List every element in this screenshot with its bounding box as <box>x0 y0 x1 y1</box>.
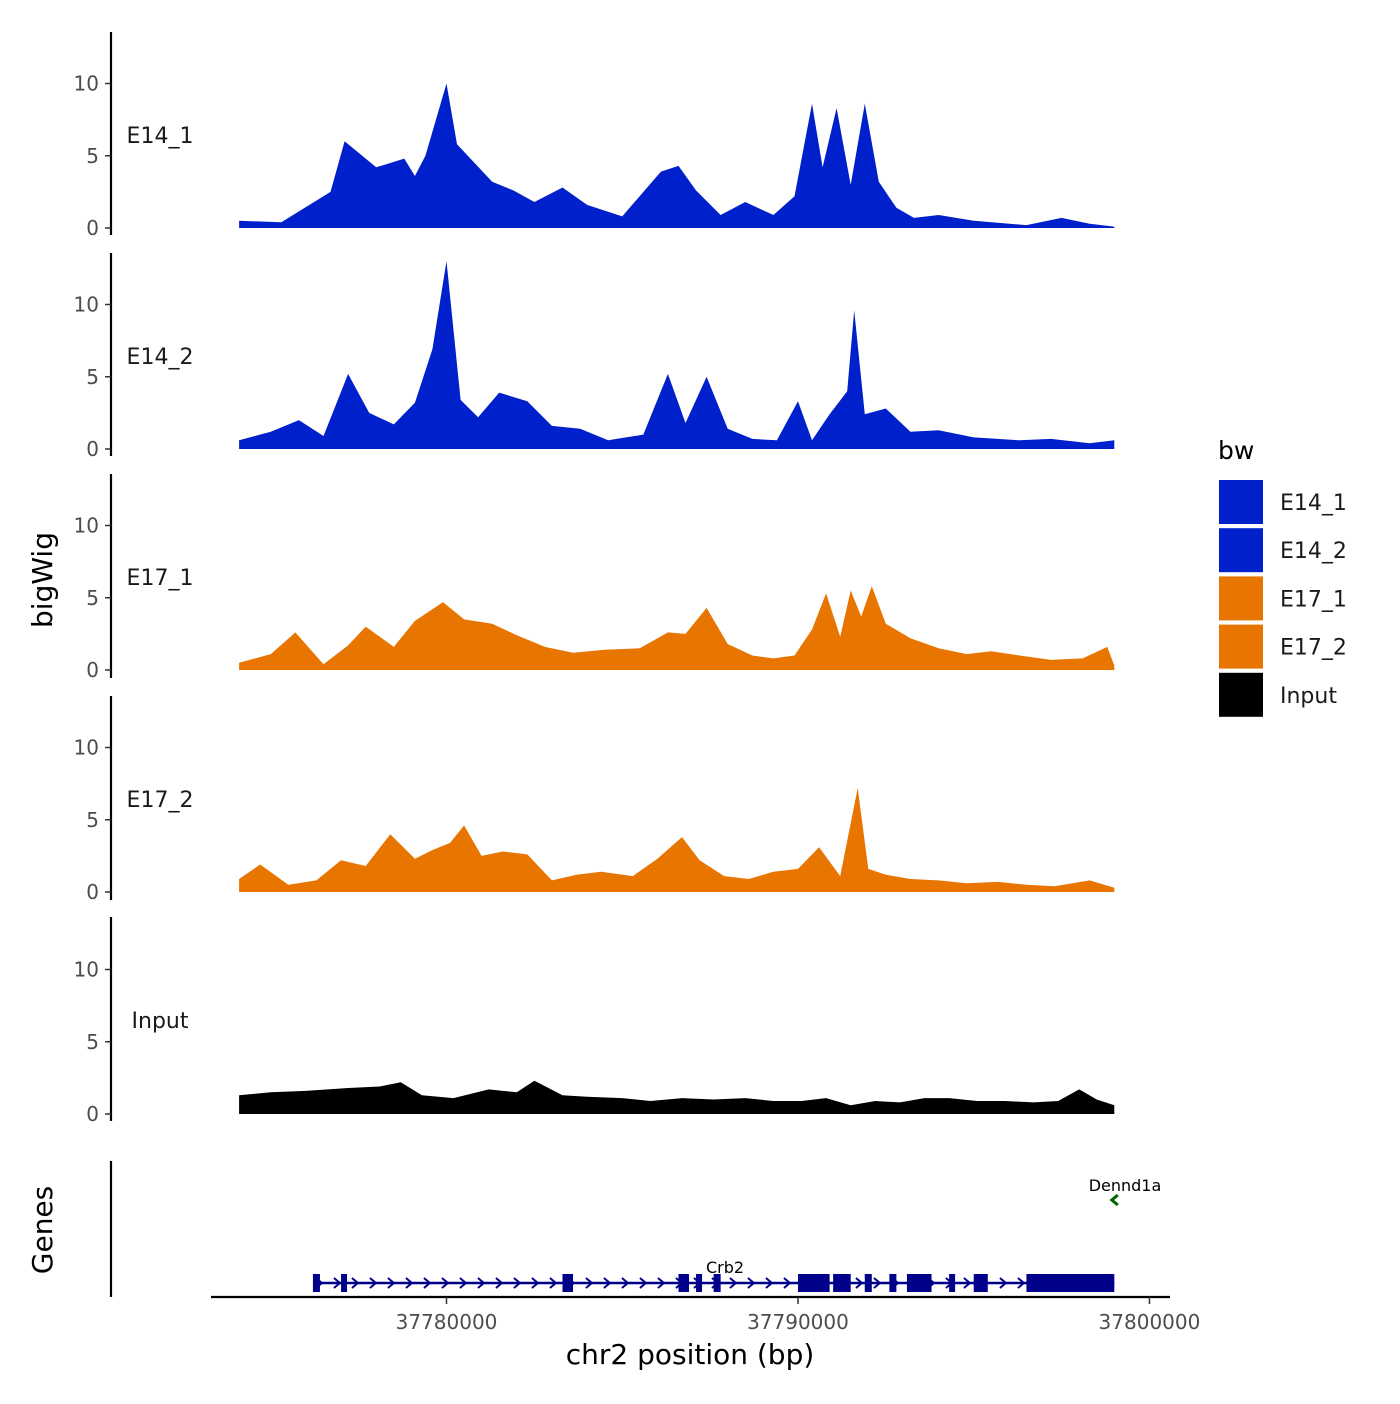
y-tick-label: 0 <box>86 437 99 461</box>
x-axis-title: chr2 position (bp) <box>566 1338 815 1371</box>
strand-arrow <box>387 1277 396 1289</box>
exon <box>889 1274 897 1292</box>
genes-axis-title: Genes <box>26 1186 59 1274</box>
exon <box>678 1274 690 1292</box>
strand-arrow <box>765 1277 774 1289</box>
y-tick-label: 10 <box>74 293 99 317</box>
legend-swatch <box>1219 528 1263 573</box>
x-tick-label: 37800000 <box>1099 1310 1201 1334</box>
strand-arrow <box>1109 1193 1119 1207</box>
exon <box>312 1274 320 1292</box>
strand-arrow <box>1017 1277 1026 1289</box>
track-label: E17_1 <box>127 566 194 591</box>
track-label: E14_1 <box>127 124 194 149</box>
coverage-area-input <box>239 1080 1115 1114</box>
strand-arrow <box>441 1277 450 1289</box>
strand-arrow <box>333 1277 342 1289</box>
legend-label: Input <box>1280 684 1337 709</box>
strand-arrow <box>963 1277 972 1289</box>
track-panel-e17-1: 0 5 10 E17_1 <box>74 474 1115 682</box>
y-tick-label: 5 <box>86 365 99 389</box>
gene-label: Crb2 <box>706 1258 744 1277</box>
x-tick-label: 37780000 <box>396 1310 498 1334</box>
strand-arrow <box>351 1277 360 1289</box>
y-tick-label: 0 <box>86 658 99 682</box>
exon <box>696 1274 703 1292</box>
strand-arrow <box>729 1277 738 1289</box>
legend-swatch <box>1219 576 1263 621</box>
legend-label: E14_2 <box>1280 539 1347 564</box>
gene-crb2: Crb2 <box>312 1258 1115 1292</box>
strand-arrow <box>513 1277 522 1289</box>
coverage-area-e17-2 <box>239 788 1115 892</box>
legend-title: bw <box>1218 436 1254 465</box>
legend-label: E14_1 <box>1280 491 1347 516</box>
exon <box>1026 1274 1115 1292</box>
strand-arrow <box>621 1277 630 1289</box>
y-tick-label: 10 <box>74 736 99 760</box>
legend-label: E17_1 <box>1280 587 1347 612</box>
track-panel-e17-2: 0 5 10 E17_2 <box>74 696 1115 904</box>
y-tick-label: 5 <box>86 808 99 832</box>
strand-arrow <box>423 1277 432 1289</box>
gene-label: Dennd1a <box>1089 1176 1162 1195</box>
strand-arrow <box>369 1277 378 1289</box>
y-tick-label: 10 <box>74 958 99 982</box>
exon <box>562 1274 574 1292</box>
gene-dennd1a: Dennd1a <box>1089 1176 1162 1207</box>
strand-arrow <box>657 1277 666 1289</box>
exon <box>864 1274 872 1292</box>
exon <box>906 1274 932 1292</box>
strand-arrow <box>495 1277 504 1289</box>
legend-swatch <box>1219 672 1263 717</box>
legend-swatch <box>1219 624 1263 669</box>
exon <box>973 1274 988 1292</box>
exon <box>797 1274 830 1292</box>
strand-arrow <box>783 1277 792 1289</box>
y-tick-label: 5 <box>86 144 99 168</box>
exon <box>949 1274 956 1292</box>
y-tick-label: 0 <box>86 880 99 904</box>
strand-arrow <box>405 1277 414 1289</box>
legend-label: E17_2 <box>1280 636 1347 661</box>
coverage-area-e14-1 <box>239 83 1115 228</box>
strand-arrow <box>477 1277 486 1289</box>
strand-arrow <box>999 1277 1008 1289</box>
strand-arrow <box>873 1277 882 1289</box>
y-tick-label: 5 <box>86 586 99 610</box>
y-tick-label: 0 <box>86 216 99 240</box>
strand-arrow <box>855 1277 864 1289</box>
exon <box>713 1274 721 1292</box>
y-tick-label: 10 <box>74 514 99 538</box>
strand-arrow <box>549 1277 558 1289</box>
strand-arrow <box>585 1277 594 1289</box>
y-tick-label: 10 <box>74 72 99 96</box>
legend-swatch <box>1219 480 1263 524</box>
coverage-area-e14-2 <box>239 261 1115 449</box>
exon <box>341 1274 348 1292</box>
strand-arrow <box>459 1277 468 1289</box>
strand-arrow <box>531 1277 540 1289</box>
track-panel-e14-2: 0 5 10 E14_2 <box>74 253 1115 461</box>
strand-arrow <box>603 1277 612 1289</box>
track-label: E17_2 <box>127 788 194 813</box>
track-label: Input <box>132 1009 189 1034</box>
track-panel-e14-1: 0 5 10 E14_1 <box>74 32 1115 240</box>
y-axis-title: bigWig <box>26 532 59 628</box>
track-panel-input: 0 5 10 Input <box>74 917 1115 1126</box>
y-tick-label: 0 <box>86 1102 99 1126</box>
strand-arrow <box>747 1277 756 1289</box>
x-tick-label: 37790000 <box>747 1310 849 1334</box>
track-label: E14_2 <box>127 345 194 370</box>
coverage-area-e17-1 <box>239 586 1115 670</box>
exon <box>833 1274 851 1292</box>
strand-arrow <box>639 1277 648 1289</box>
y-tick-label: 5 <box>86 1030 99 1054</box>
